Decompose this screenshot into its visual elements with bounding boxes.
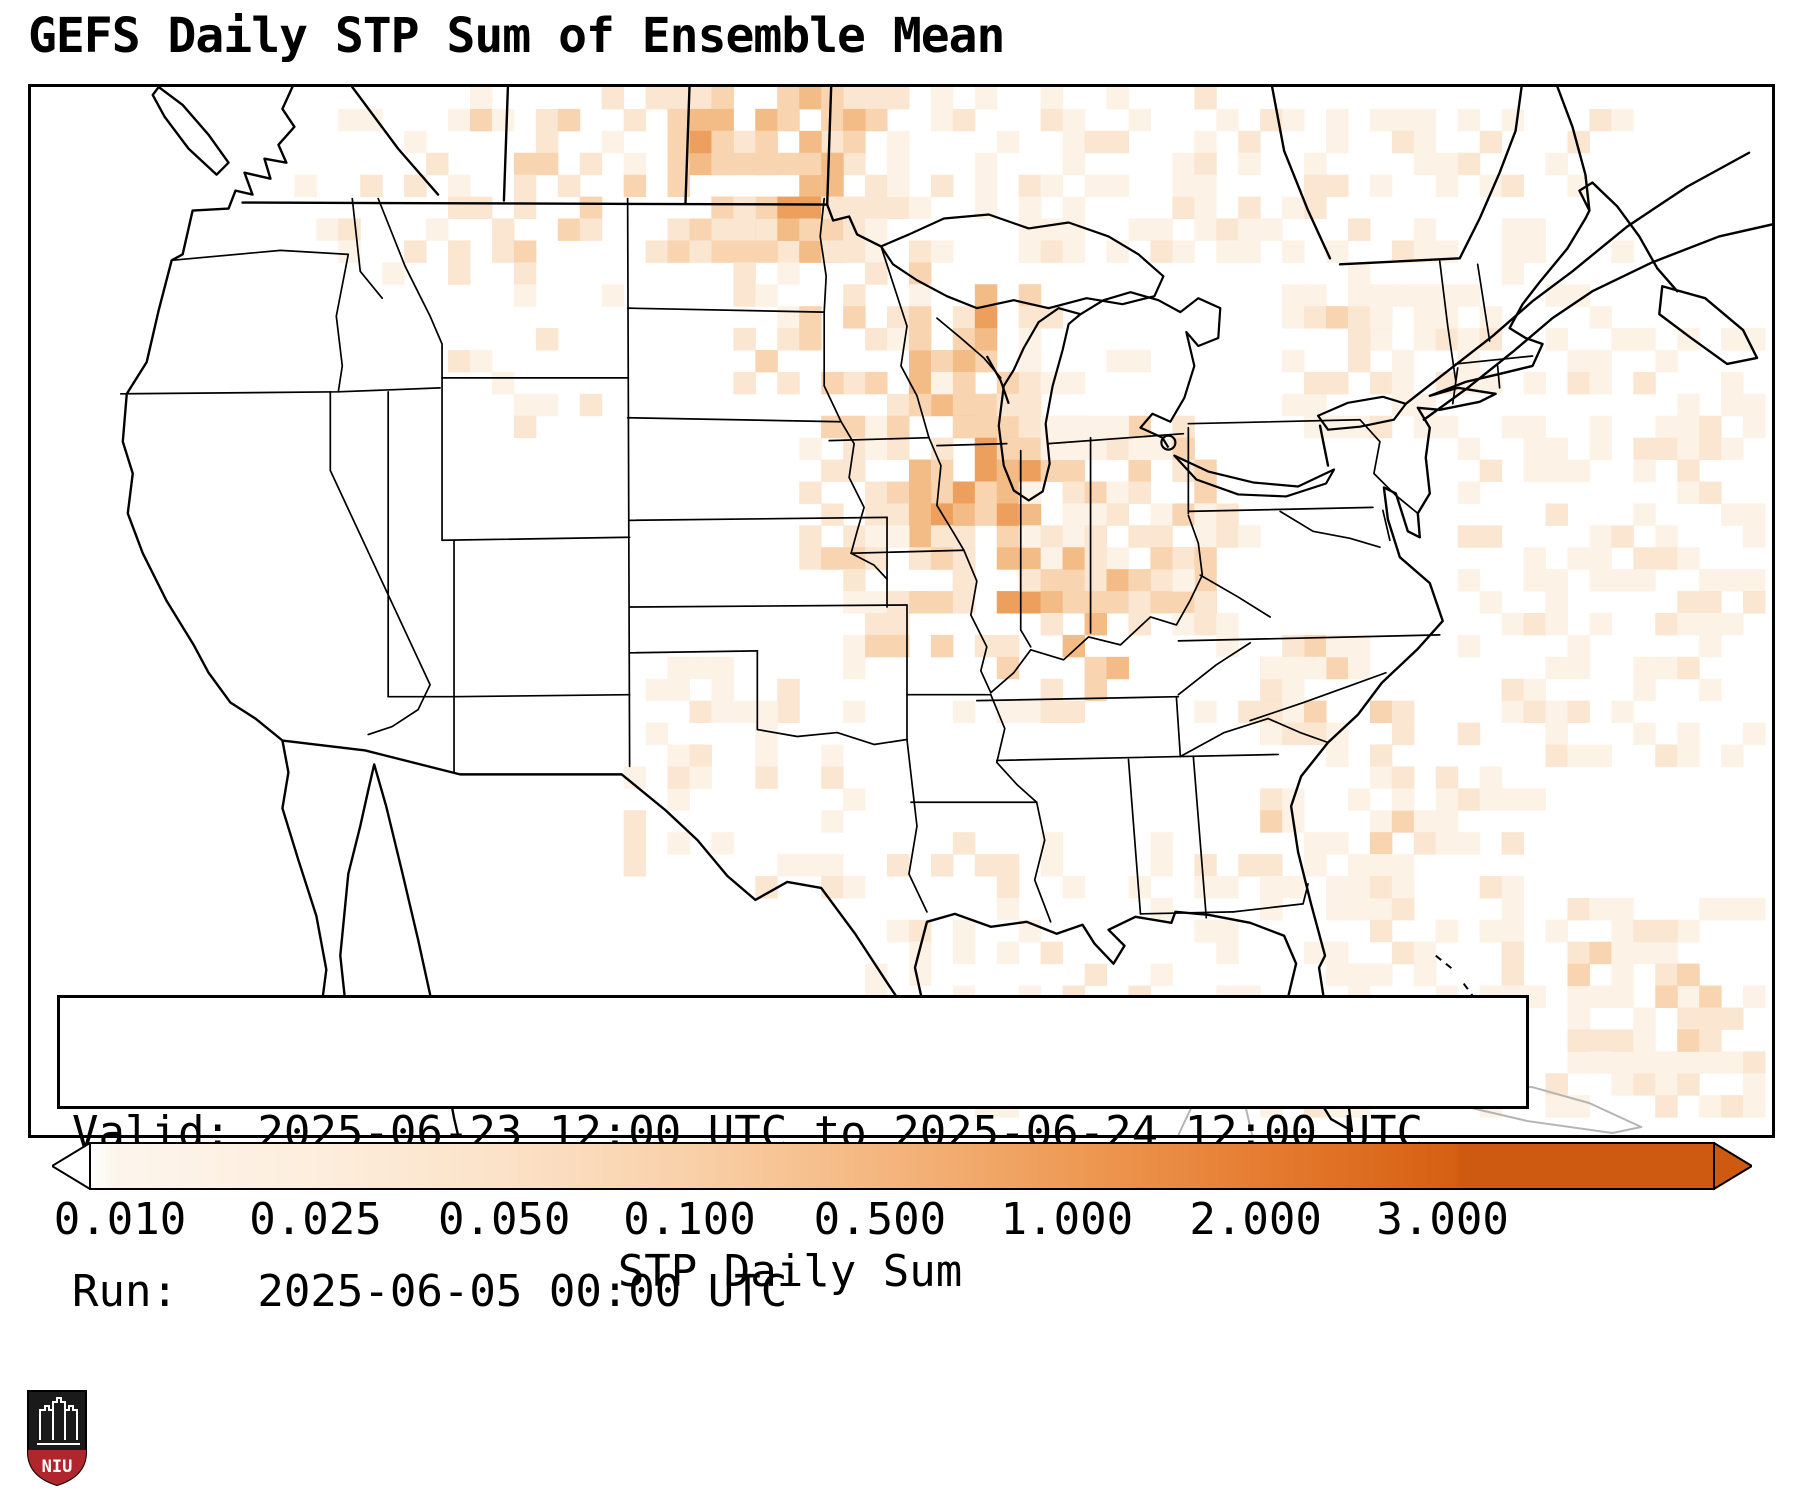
- coastlines-national-borders: [121, 87, 1772, 1135]
- niu-shield-icon: NIU: [27, 1390, 87, 1487]
- stp-heatmap-layer: [294, 87, 1766, 1118]
- colorbar-tick-label: 0.500: [813, 1194, 947, 1245]
- colorbar-tick-label: 1.000: [1000, 1194, 1134, 1245]
- colorbar-tick-label: 0.100: [623, 1194, 756, 1245]
- colorbar-over-arrow: [1713, 1142, 1752, 1190]
- validity-info-box: Valid: 2025-06-23 12:00 UTC to 2025-06-2…: [57, 995, 1529, 1317]
- state-borders: [119, 197, 1534, 923]
- colorbar-tick-label: 0.010: [53, 1194, 187, 1245]
- niu-logo: NIU: [25, 1388, 89, 1488]
- colorbar: 0.010 0.025 0.050 0.100 0.500 1.000 2.000 3.000…: [52, 1142, 1752, 1297]
- colorbar-tick-labels: 0.010 0.025 0.050 0.100 0.500 1.000 2.000 3.000: [52, 1194, 1752, 1245]
- map-panel: Valid: 2025-06-23 12:00 UTC to 2025-06-2…: [28, 84, 1775, 1317]
- us-map: [119, 87, 1772, 1135]
- niu-logo-text: NIU: [42, 1457, 73, 1477]
- colorbar-tick-label: 2.000: [1189, 1194, 1322, 1245]
- colorbar-under-arrow: [52, 1142, 91, 1190]
- run-line: Run: 2025-06-05 00:00 UTC: [72, 1266, 788, 1317]
- colorbar-axis-label: STP Daily Sum: [617, 1246, 963, 1297]
- great-lakes: [879, 213, 1407, 502]
- colorbar-tick-label: 0.025: [249, 1194, 382, 1245]
- colorbar-tick-label: 0.050: [437, 1194, 571, 1245]
- colorbar-tick-label: 3.000: [1376, 1194, 1509, 1245]
- colorbar-body: [89, 1142, 1715, 1190]
- castle-icon: [37, 1397, 80, 1445]
- figure-title: GEFS Daily STP Sum of Ensemble Mean: [28, 8, 1005, 64]
- colorbar-gradient-bar: [52, 1142, 1752, 1190]
